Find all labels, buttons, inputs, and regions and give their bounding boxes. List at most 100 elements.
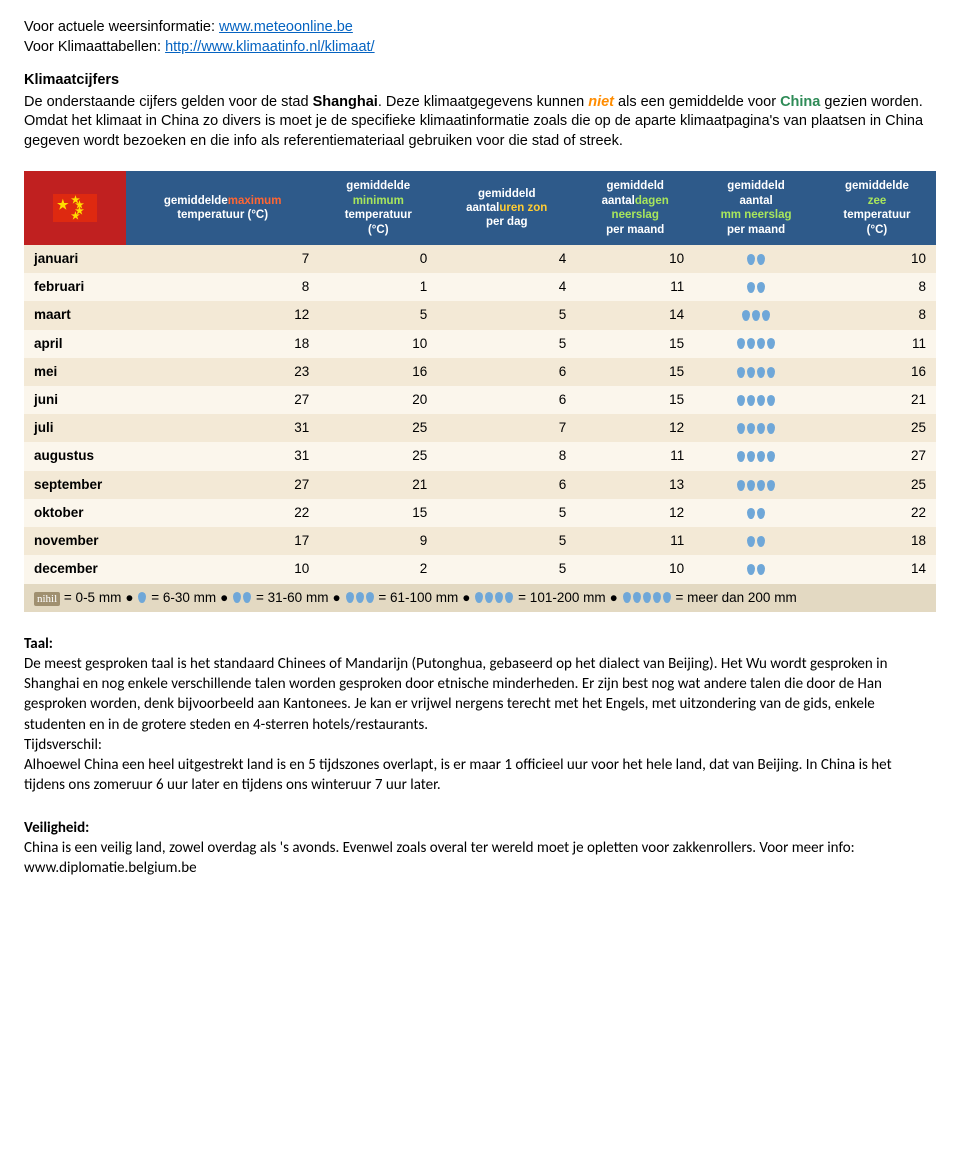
sea-temp-cell: 14	[818, 555, 936, 583]
max-temp-cell: 18	[126, 330, 319, 358]
min-temp-cell: 0	[319, 245, 437, 273]
raindrop-icon	[485, 592, 493, 603]
tables-prefix: Voor Klimaattabellen:	[24, 39, 165, 55]
raindrop-icon	[737, 395, 745, 406]
sun-cell: 6	[437, 471, 576, 499]
table-row: oktober221551222	[24, 499, 936, 527]
rain-mm-cell	[694, 442, 818, 470]
h: per dag	[486, 216, 528, 228]
sea-temp-cell: 18	[818, 527, 936, 555]
max-temp-cell: 12	[126, 301, 319, 329]
min-temp-cell: 1	[319, 273, 437, 301]
raindrop-icon	[762, 310, 770, 321]
min-temp-cell: 10	[319, 330, 437, 358]
raindrop-icon	[633, 592, 641, 603]
min-temp-cell: 16	[319, 358, 437, 386]
sun-cell: 5	[437, 527, 576, 555]
table-row: juni272061521	[24, 386, 936, 414]
sea-temp-cell: 25	[818, 471, 936, 499]
raindrop-icon	[737, 423, 745, 434]
h: per maand	[606, 224, 664, 236]
raindrop-icon	[747, 423, 755, 434]
month-cell: november	[24, 527, 126, 555]
raindrop-icon	[747, 480, 755, 491]
raindrop-icon	[505, 592, 513, 603]
h: per maand	[727, 224, 785, 236]
raindrop-icon	[757, 451, 765, 462]
raindrop-icon	[767, 451, 775, 462]
rain-mm-cell	[694, 555, 818, 583]
table-row: augustus312581127	[24, 442, 936, 470]
h: aantal	[602, 195, 635, 207]
sea-temp-cell: 16	[818, 358, 936, 386]
min-temp-cell: 9	[319, 527, 437, 555]
h: gemiddelde	[845, 180, 909, 192]
klimaatcijfers-title: Klimaatcijfers	[24, 71, 936, 91]
max-temp-cell: 17	[126, 527, 319, 555]
h: zee	[868, 195, 887, 207]
h: mm neerslag	[721, 209, 792, 221]
legend-row: nihil = 0-5 mm● = 6-30 mm● = 31-60 mm● =…	[24, 584, 936, 612]
min-temp-cell: 25	[319, 414, 437, 442]
table-row: september272161325	[24, 471, 936, 499]
sun-cell: 8	[437, 442, 576, 470]
raindrop-icon	[747, 508, 755, 519]
tijd-title: Tijdsverschil:	[24, 735, 936, 755]
raindrop-icon	[747, 254, 755, 265]
raindrop-icon	[767, 338, 775, 349]
veiligheid-pre: China is een veilig land, zowel overdag …	[24, 839, 855, 857]
sun-cell: 5	[437, 555, 576, 583]
raindrop-icon	[346, 592, 354, 603]
rain-mm-cell	[694, 414, 818, 442]
climate-table: ★ ★ ★ ★ ★ gemiddeldemaximum temperatuur …	[24, 171, 936, 611]
raindrop-icon	[757, 282, 765, 293]
raindrop-icon	[747, 338, 755, 349]
h: (°C)	[368, 224, 389, 236]
h: temperatuur	[345, 209, 412, 221]
month-cell: juni	[24, 386, 126, 414]
raindrop-icon	[757, 536, 765, 547]
table-row: maart1255148	[24, 301, 936, 329]
sea-temp-cell: 8	[818, 301, 936, 329]
col-rain-mm: gemiddeld aantal mm neerslag per maand	[694, 171, 818, 245]
month-cell: mei	[24, 358, 126, 386]
rain-days-cell: 10	[576, 245, 694, 273]
month-cell: januari	[24, 245, 126, 273]
sun-cell: 6	[437, 386, 576, 414]
sun-cell: 4	[437, 273, 576, 301]
raindrop-icon	[752, 310, 760, 321]
sun-cell: 5	[437, 330, 576, 358]
raindrop-icon	[356, 592, 364, 603]
china-word: China	[780, 94, 820, 110]
raindrop-icon	[757, 564, 765, 575]
rain-mm-cell	[694, 245, 818, 273]
month-cell: juli	[24, 414, 126, 442]
taal-section: Taal: De meest gesproken taal is het sta…	[24, 634, 936, 796]
tables-link[interactable]: http://www.klimaatinfo.nl/klimaat/	[165, 39, 375, 55]
raindrop-icon	[767, 480, 775, 491]
niet-word: niet	[588, 94, 614, 110]
raindrop-icon	[663, 592, 671, 603]
raindrop-icon	[767, 395, 775, 406]
raindrop-icon	[757, 508, 765, 519]
sun-cell: 5	[437, 301, 576, 329]
sea-temp-cell: 10	[818, 245, 936, 273]
table-row: april181051511	[24, 330, 936, 358]
sun-cell: 6	[437, 358, 576, 386]
max-temp-cell: 27	[126, 386, 319, 414]
h: gemiddeld	[478, 188, 536, 200]
weather-link[interactable]: www.meteoonline.be	[219, 19, 353, 35]
rain-days-cell: 15	[576, 386, 694, 414]
month-cell: oktober	[24, 499, 126, 527]
raindrop-icon	[742, 310, 750, 321]
raindrop-icon	[623, 592, 631, 603]
raindrop-icon	[747, 282, 755, 293]
raindrop-icon	[747, 451, 755, 462]
rain-days-cell: 14	[576, 301, 694, 329]
raindrop-icon	[757, 338, 765, 349]
month-cell: februari	[24, 273, 126, 301]
h: minimum	[353, 195, 404, 207]
taal-title: Taal:	[24, 634, 936, 654]
h: temperatuur (°C)	[177, 209, 268, 221]
table-row: december10251014	[24, 555, 936, 583]
